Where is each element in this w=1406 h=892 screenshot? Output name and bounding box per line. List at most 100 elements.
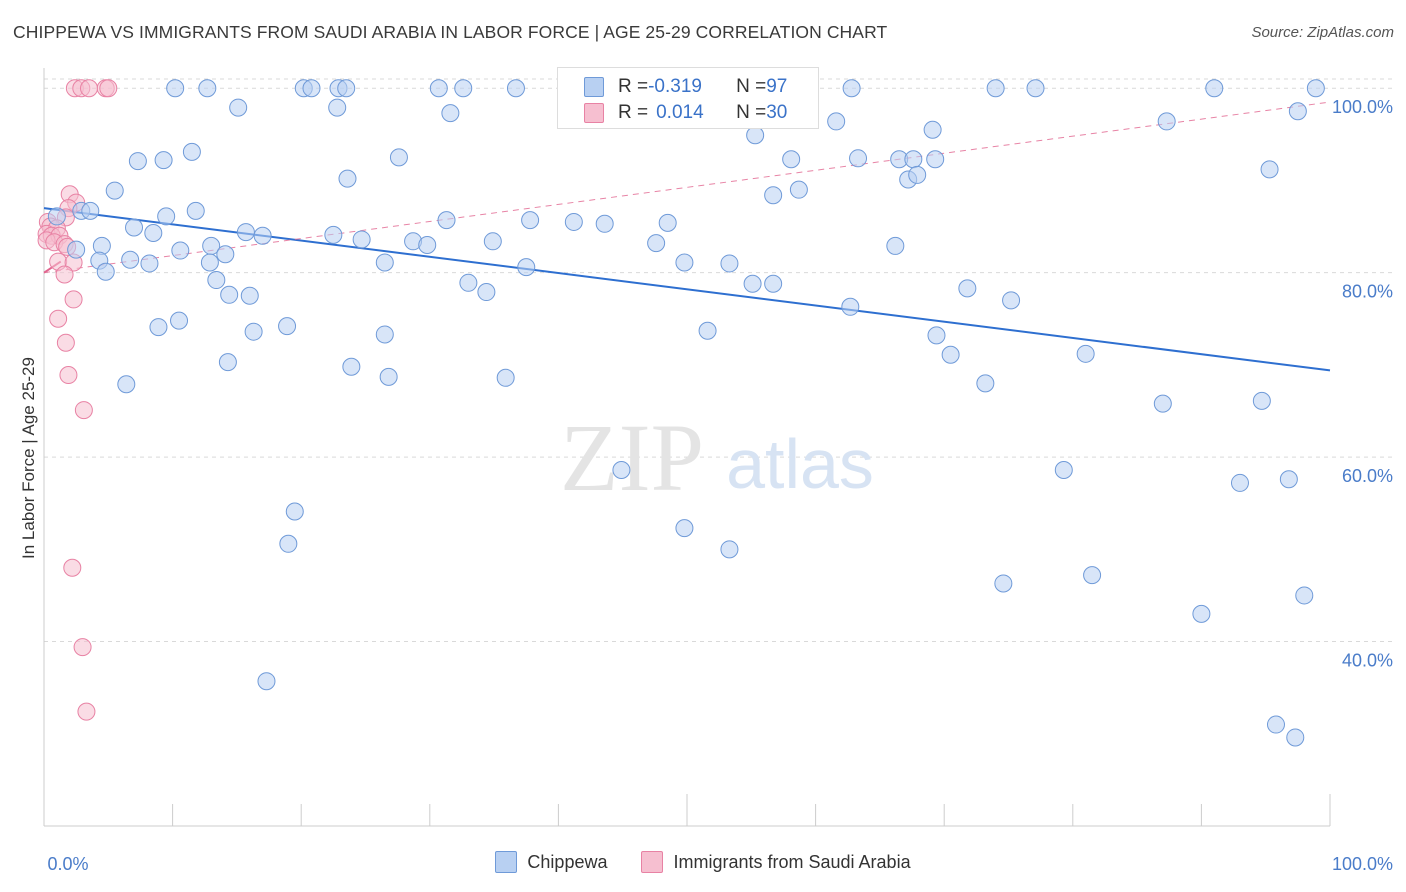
chippewa-point	[941, 345, 960, 364]
chippewa-point	[200, 253, 219, 272]
y-tick-label: 80.0%	[1342, 282, 1393, 302]
n-value-1: 97	[766, 76, 788, 97]
chippewa-point	[96, 262, 115, 281]
x-tick-label: 0.0%	[47, 854, 88, 874]
saudi-point	[64, 290, 83, 309]
chippewa-trend-line	[43, 207, 1331, 372]
chippewa-point	[229, 98, 248, 117]
y-tick-label: 100.0%	[1332, 97, 1393, 117]
r-value-1: -0.319	[648, 76, 702, 97]
chippewa-point	[1026, 79, 1045, 98]
chippewa-point	[986, 79, 1005, 98]
chippewa-point	[47, 207, 66, 226]
chippewa-point	[302, 79, 321, 98]
chippewa-point	[105, 181, 124, 200]
chippewa-point	[236, 223, 255, 242]
chippewa-point	[216, 245, 235, 264]
chippewa-point	[698, 321, 717, 340]
chippewa-point	[927, 326, 946, 345]
saudi-point	[74, 401, 93, 420]
chippewa-point	[81, 201, 100, 220]
saudi-trend-line-dashed	[43, 101, 1331, 274]
chippewa-point	[352, 230, 371, 249]
chippewa-point	[1266, 715, 1285, 734]
chippewa-point	[1083, 566, 1102, 585]
chippewa-point	[1306, 79, 1325, 98]
chippewa-point	[976, 374, 995, 393]
chippewa-point	[418, 236, 437, 254]
stats-row-chippewa: R = -0.319 N = 97	[584, 74, 787, 100]
chippewa-point	[240, 286, 259, 305]
chippewa-point	[1279, 470, 1298, 489]
stats-row-saudi: R = 0.014 N = 30	[584, 100, 787, 126]
chippewa-point	[154, 151, 173, 170]
chippewa-point	[904, 150, 923, 169]
chippewa-point	[496, 368, 515, 387]
chippewa-point	[149, 318, 168, 337]
chippewa-point	[253, 226, 272, 245]
chippewa-point	[1288, 102, 1307, 121]
chippewa-point	[908, 165, 927, 184]
chippewa-point	[441, 104, 460, 123]
chippewa-point	[1054, 461, 1073, 480]
chippewa-point	[612, 461, 631, 480]
chippewa-point	[595, 214, 614, 233]
chippewa-point	[459, 273, 478, 292]
chippewa-point	[1076, 344, 1095, 363]
chippewa-point	[389, 148, 408, 167]
chippewa-point	[207, 271, 226, 290]
n-label-1: N =	[736, 76, 767, 97]
chippewa-point	[517, 258, 536, 277]
chippewa-point	[198, 79, 217, 98]
chippewa-point	[379, 367, 398, 386]
x-tick-label: 100.0%	[1332, 854, 1393, 874]
chippewa-point	[764, 186, 783, 205]
saudi-point	[99, 79, 118, 98]
chippewa-point	[92, 236, 111, 255]
legend-label-chippewa: Chippewa	[527, 851, 608, 872]
chippewa-point	[746, 126, 765, 145]
legend-swatch-chippewa	[495, 851, 518, 873]
chippewa-point	[186, 201, 205, 220]
chippewa-point	[437, 211, 456, 230]
legend-swatch-saudi	[641, 851, 664, 873]
chippewa-point	[338, 169, 357, 188]
axes	[43, 68, 1331, 827]
saudi-point	[80, 79, 99, 98]
saudi-point	[63, 558, 82, 577]
chippewa-point	[827, 112, 846, 131]
watermark-zip: ZIP	[560, 404, 704, 511]
chippewa-point	[117, 375, 136, 394]
r-label-1: R =	[618, 76, 649, 97]
grid-lines	[44, 78, 1392, 643]
chippewa-point	[1295, 586, 1314, 605]
chippewa-point	[764, 274, 783, 293]
chippewa-point	[454, 79, 473, 98]
chippewa-point	[328, 98, 347, 117]
r-label-2: R =	[618, 102, 649, 123]
chippewa-point	[1002, 291, 1021, 310]
chippewa-point	[841, 297, 860, 316]
series-saudi-points	[37, 79, 118, 721]
chippewa-point	[244, 322, 263, 341]
chippewa-point	[477, 283, 496, 302]
chippewa-point	[658, 213, 677, 232]
chippewa-point	[1153, 394, 1172, 413]
chippewa-point	[886, 236, 905, 255]
stats-legend: R = -0.319 N = 97 R = 0.014 N = 30	[557, 67, 819, 129]
chippewa-point	[278, 317, 297, 336]
trend-lines	[43, 101, 1331, 372]
chippewa-point	[789, 180, 808, 199]
chippewa-point	[923, 120, 942, 139]
y-tick-label: 40.0%	[1342, 651, 1393, 671]
chippewa-point	[324, 225, 343, 244]
chippewa-point	[337, 79, 356, 98]
chippewa-point	[170, 311, 189, 330]
chippewa-point	[166, 79, 185, 98]
chippewa-point	[743, 274, 762, 293]
chippewa-point	[285, 502, 304, 521]
chippewa-point	[182, 142, 201, 161]
saudi-point	[55, 265, 74, 284]
saudi-point	[49, 309, 68, 328]
legend-item-chippewa: Chippewa	[495, 851, 607, 873]
